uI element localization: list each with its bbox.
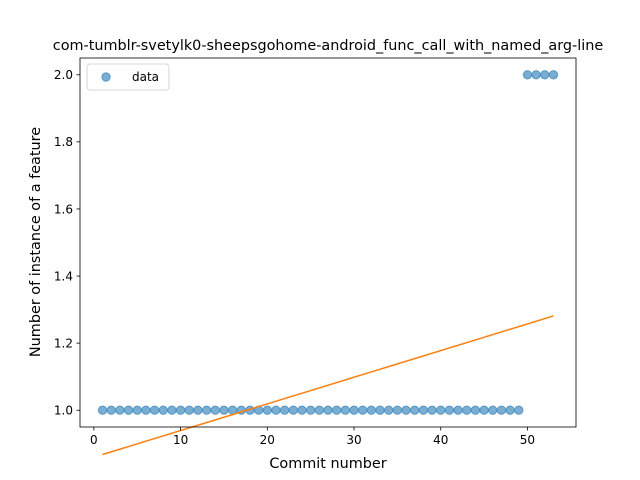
y-tick-label: 1.0 [54, 404, 73, 418]
y-tick-label: 1.8 [54, 135, 73, 149]
data-point [418, 405, 429, 415]
data-point [158, 405, 168, 415]
y-tick-label: 1.4 [54, 269, 73, 283]
data-point [132, 405, 142, 415]
data-point [184, 405, 194, 415]
y-tick-label: 1.2 [54, 336, 73, 350]
x-tick-label: 0 [90, 433, 98, 447]
data-point [210, 405, 220, 415]
data-point [357, 405, 368, 415]
data-point [462, 405, 472, 415]
data-point [314, 405, 325, 415]
x-tick-label: 20 [260, 433, 275, 447]
data-point [167, 405, 177, 415]
y-tick-label: 1.6 [54, 202, 73, 216]
data-point [514, 405, 524, 415]
data-point [479, 405, 489, 415]
legend-marker-data [101, 72, 111, 82]
data-point [331, 405, 342, 415]
data-point [106, 405, 116, 415]
y-axis-label: Number of instance of a feature [28, 127, 44, 357]
data-point [522, 70, 533, 80]
data-point [123, 405, 134, 415]
data-point [279, 405, 290, 415]
data-point [149, 405, 160, 415]
plot-content [97, 70, 559, 456]
data-point [97, 405, 108, 415]
x-tick-label: 40 [433, 433, 448, 447]
data-point [262, 405, 273, 415]
data-point [375, 405, 385, 415]
data-point [141, 405, 151, 415]
data-point [453, 405, 463, 415]
data-point [531, 70, 541, 80]
data-point [201, 405, 212, 415]
data-point [271, 405, 281, 415]
data-point [540, 70, 550, 80]
data-point [219, 405, 229, 415]
data-point [297, 405, 307, 415]
data-point [401, 405, 411, 415]
data-point [436, 405, 446, 415]
data-point [505, 405, 515, 415]
data-point [193, 405, 203, 415]
y-axis-ticks: 1.0 1.2 1.4 1.6 1.8 2.0 [54, 68, 80, 418]
x-tick-label: 10 [173, 433, 188, 447]
data-point [288, 405, 299, 415]
data-point [488, 405, 498, 415]
x-axis-ticks: 0 10 20 30 40 50 [90, 427, 535, 447]
x-tick-label: 50 [520, 433, 535, 447]
legend-label-data: data [132, 70, 159, 84]
data-point [340, 405, 351, 415]
data-point [444, 405, 455, 415]
data-point [427, 405, 437, 415]
data-point [323, 405, 333, 415]
x-axis-label: Commit number [269, 456, 386, 472]
data-point [175, 405, 186, 415]
x-tick-label: 30 [346, 433, 361, 447]
data-point [392, 405, 403, 415]
y-tick-label: 2.0 [54, 68, 73, 82]
data-point [305, 405, 316, 415]
data-point [349, 405, 359, 415]
data-point [410, 405, 420, 415]
chart-title: com-tumblr-svetylk0-sheepsgohome-android… [53, 38, 604, 54]
data-point [496, 405, 507, 415]
data-point [548, 70, 559, 80]
axes-frame [79, 57, 577, 428]
data-point [470, 405, 481, 415]
trend-line [102, 315, 554, 456]
legend: data [86, 63, 170, 91]
data-point [366, 405, 377, 415]
data-point [115, 405, 125, 415]
legend-box [86, 63, 170, 91]
data-point [383, 405, 394, 415]
